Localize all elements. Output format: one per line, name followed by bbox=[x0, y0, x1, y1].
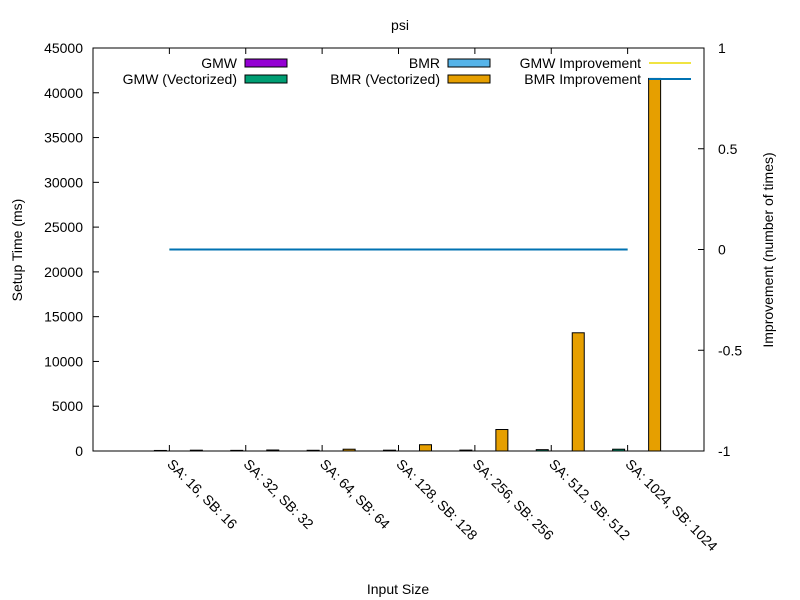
x-tick-label: SA: 64, SB: 64 bbox=[317, 456, 393, 532]
y-tick-label: 30000 bbox=[44, 174, 83, 190]
y-tick-label: 45000 bbox=[44, 40, 83, 56]
y-tick-label: 5000 bbox=[52, 398, 83, 414]
legend-swatch bbox=[244, 58, 288, 68]
chart-title: psi bbox=[391, 17, 409, 33]
x-tick-label: SA: 16, SB: 16 bbox=[164, 456, 240, 532]
bar-bmr-vectorized bbox=[342, 448, 356, 452]
bar-gmw-vectorized bbox=[230, 449, 244, 452]
y2-tick-label: 0 bbox=[718, 242, 726, 258]
x-tick-label: SA: 128, SB: 128 bbox=[393, 456, 480, 543]
x-tick-label: SA: 512, SB: 512 bbox=[546, 456, 633, 543]
legend-label: BMR (Vectorized) bbox=[330, 71, 440, 87]
y2-tick-label: 0.5 bbox=[718, 141, 738, 157]
y-tick-label: 35000 bbox=[44, 130, 83, 146]
bar-gmw-vectorized bbox=[306, 449, 320, 452]
x-tick-label: SA: 1024, SB: 1024 bbox=[623, 456, 721, 554]
y-tick-label: 0 bbox=[75, 443, 83, 459]
legend-label: BMR Improvement bbox=[524, 71, 641, 87]
legend-swatch bbox=[447, 58, 491, 68]
legend-label: BMR bbox=[409, 55, 440, 71]
bar-bmr-vectorized bbox=[189, 449, 203, 452]
y-tick-label: 25000 bbox=[44, 219, 83, 235]
y2-tick-label: -1 bbox=[718, 443, 731, 459]
bar-bmr-vectorized bbox=[648, 77, 662, 452]
bar-gmw-vectorized bbox=[153, 449, 167, 452]
bar-gmw-vectorized bbox=[383, 449, 396, 452]
x-tick-label: SA: 32, SB: 32 bbox=[241, 456, 317, 532]
bar-bmr-vectorized bbox=[266, 449, 280, 452]
legend-label: GMW bbox=[201, 55, 238, 71]
bar-gmw-vectorized bbox=[612, 448, 626, 452]
y2-tick-label: -0.5 bbox=[718, 342, 742, 358]
y-tick-label: 10000 bbox=[44, 353, 83, 369]
y2-axis-label: Improvement (number of times) bbox=[760, 152, 776, 347]
plot-area: 0 5000 10000 15000 20000 25000 30000 35000 40000… bbox=[44, 40, 742, 554]
y-tick-label: 40000 bbox=[44, 85, 83, 101]
legend-swatch bbox=[244, 74, 288, 84]
bar-bmr-vectorized bbox=[419, 444, 432, 452]
y-axis-label: Setup Time (ms) bbox=[9, 199, 25, 302]
y2-tick-label: 1 bbox=[718, 40, 726, 56]
bar-gmw-vectorized bbox=[459, 449, 473, 452]
x-tick-label: SA: 256, SB: 256 bbox=[470, 456, 557, 543]
x-axis-label: Input Size bbox=[367, 581, 429, 597]
y-tick-label: 15000 bbox=[44, 309, 83, 325]
bar-bmr-vectorized bbox=[571, 332, 585, 452]
legend-swatch bbox=[447, 74, 491, 84]
bar-bmr-vectorized bbox=[495, 429, 509, 452]
legend-label: GMW Improvement bbox=[520, 55, 641, 71]
y-tick-label: 20000 bbox=[44, 264, 83, 280]
bar-gmw-vectorized bbox=[535, 449, 549, 452]
legend-label: GMW (Vectorized) bbox=[123, 71, 237, 87]
